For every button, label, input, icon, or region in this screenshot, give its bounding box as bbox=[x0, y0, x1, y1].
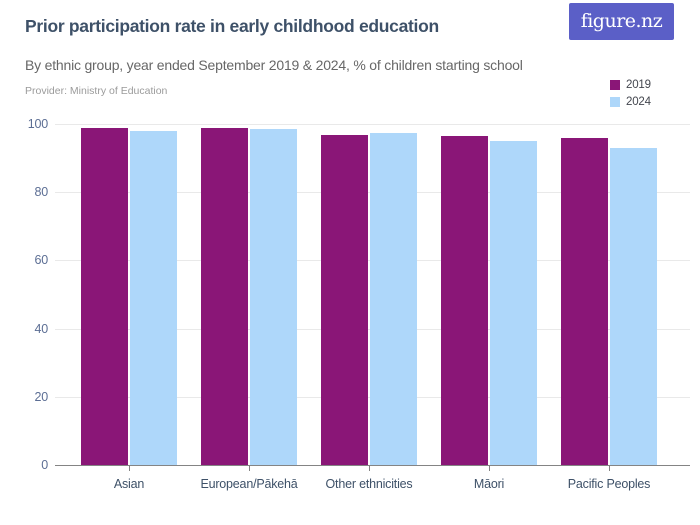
legend-label: 2019 bbox=[626, 78, 651, 91]
x-axis-tick bbox=[369, 466, 370, 471]
gridline-100 bbox=[55, 124, 690, 125]
x-axis-tick bbox=[609, 466, 610, 471]
y-axis-label-100: 100 bbox=[27, 117, 48, 131]
x-axis-tick bbox=[129, 466, 130, 471]
legend-swatch-2019 bbox=[610, 79, 620, 90]
category-label-european-p-keh-: European/Pākehā bbox=[200, 477, 298, 491]
x-axis-tick bbox=[249, 466, 250, 471]
legend-label: 2024 bbox=[626, 95, 651, 108]
legend-item-2019: 2019 bbox=[610, 76, 651, 93]
category-label-asian: Asian bbox=[113, 477, 145, 491]
legend-swatch-2024 bbox=[610, 96, 620, 107]
bar-2019-other-ethnicities bbox=[321, 135, 368, 465]
provider-credit: Provider: Ministry of Education bbox=[25, 85, 168, 97]
legend-item-2024: 2024 bbox=[610, 93, 651, 110]
y-axis-label-20: 20 bbox=[34, 389, 48, 404]
category-label-other-ethnicities: Other ethnicities bbox=[325, 477, 413, 491]
bar-2019-asian bbox=[81, 128, 128, 465]
bar-2019-m-ori bbox=[441, 135, 488, 465]
x-axis-tick bbox=[489, 466, 490, 471]
bar-2024-european-p-keh- bbox=[250, 129, 297, 465]
x-axis-line bbox=[55, 465, 690, 466]
bar-2019-european-p-keh- bbox=[201, 128, 248, 465]
chart-legend: 2019 2024 bbox=[610, 76, 651, 110]
bar-chart: 0 20 40 60 80 100 Asian European/Pākehā Other et… bbox=[0, 110, 700, 510]
y-axis-label-60: 60 bbox=[34, 253, 48, 268]
bar-2024-other-ethnicities bbox=[370, 133, 417, 465]
category-label-m-ori: Māori bbox=[473, 477, 505, 491]
figure-nz-logo-text: figure.nz bbox=[580, 9, 663, 32]
y-axis-label-40: 40 bbox=[34, 321, 48, 336]
y-axis-label-0: 0 bbox=[41, 458, 48, 472]
category-label-pacific-peoples: Pacific Peoples bbox=[567, 477, 651, 491]
bar-2019-pacific-peoples bbox=[561, 137, 608, 465]
chart-subtitle: By ethnic group, year ended September 20… bbox=[25, 57, 523, 73]
figure-nz-logo[interactable]: figure.nz bbox=[569, 3, 674, 40]
bar-2024-pacific-peoples bbox=[610, 147, 657, 465]
y-axis-label-80: 80 bbox=[34, 185, 48, 200]
bar-2024-asian bbox=[130, 131, 177, 465]
plot-area: 0 20 40 60 80 100 Asian European/Pākehā Other et… bbox=[28, 117, 690, 491]
page-title: Prior participation rate in early childh… bbox=[25, 16, 439, 36]
bar-2024-m-ori bbox=[490, 140, 537, 465]
